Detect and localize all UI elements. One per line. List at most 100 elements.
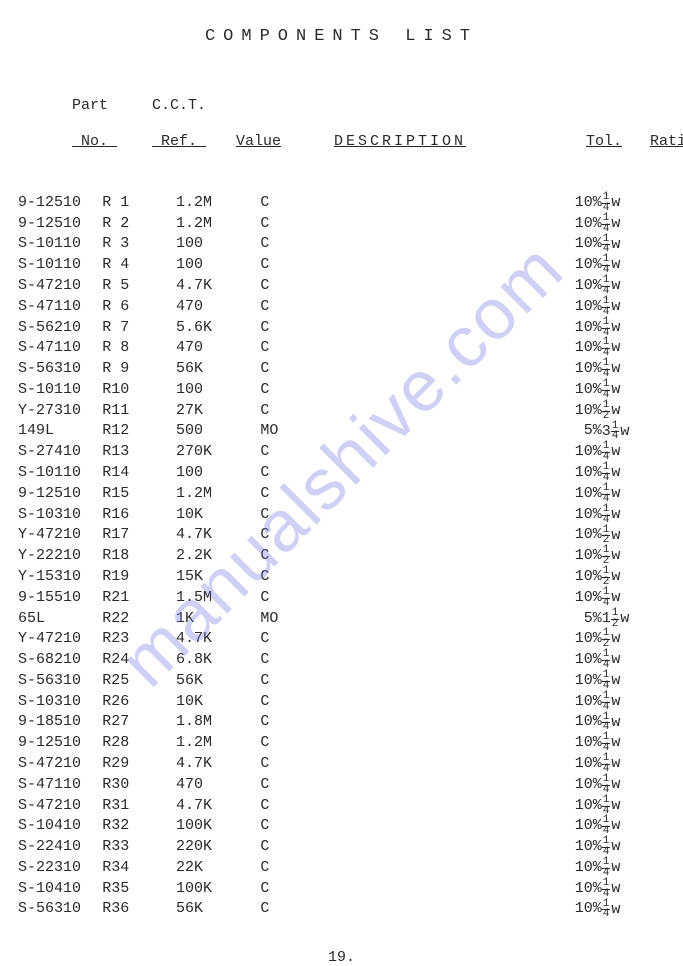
- table-row: S-10310R2610KC10%14w: [18, 692, 665, 713]
- cell-ref: R 3: [102, 235, 176, 256]
- table-row: S-10110R10100C10%14w: [18, 380, 665, 401]
- cell-tol: 10%: [545, 380, 602, 401]
- cell-rating: 14w: [602, 380, 665, 401]
- table-row: S-27410R13270KC10%14w: [18, 442, 665, 463]
- cell-ref: R10: [102, 380, 176, 401]
- components-table: 9-12510R 11.2MC10%14w9-12510R 21.2MC10%1…: [18, 193, 665, 920]
- cell-ref: R22: [102, 609, 176, 630]
- cell-ref: R14: [102, 463, 176, 484]
- cell-part: 9-12510: [18, 733, 102, 754]
- rating-unit: w: [611, 880, 620, 897]
- table-row: S-56210R 75.6KC10%14w: [18, 318, 665, 339]
- cell-part: S-10110: [18, 255, 102, 276]
- rating-unit: w: [611, 360, 620, 377]
- cell-rating: 14w: [602, 900, 665, 921]
- cell-rating: 12w: [602, 629, 665, 650]
- rating-unit: w: [611, 464, 620, 481]
- cell-part: S-47110: [18, 338, 102, 359]
- cell-desc: C: [260, 900, 545, 921]
- cell-rating: 14w: [602, 650, 665, 671]
- cell-rating: 14w: [602, 816, 665, 837]
- cell-ref: R29: [102, 754, 176, 775]
- rating-unit: w: [611, 859, 620, 876]
- cell-rating: 14w: [602, 318, 665, 339]
- cell-desc: C: [260, 754, 545, 775]
- cell-tol: 10%: [545, 276, 602, 297]
- rating-unit: w: [611, 319, 620, 336]
- cell-rating: 14w: [602, 754, 665, 775]
- cell-desc: C: [260, 318, 545, 339]
- cell-part: S-10310: [18, 692, 102, 713]
- cell-part: 9-15510: [18, 588, 102, 609]
- cell-desc: C: [260, 235, 545, 256]
- cell-tol: 10%: [545, 588, 602, 609]
- rating-fraction: 12: [602, 401, 611, 422]
- rating-whole: 1: [602, 610, 611, 627]
- cell-rating: 14w: [602, 713, 665, 734]
- cell-tol: 10%: [545, 359, 602, 380]
- rating-unit: w: [611, 194, 620, 211]
- cell-value: 27K: [176, 401, 260, 422]
- rating-fraction: 14: [602, 754, 611, 775]
- rating-unit: w: [611, 755, 620, 772]
- cell-tol: 5%: [545, 422, 602, 443]
- cell-value: 470: [176, 338, 260, 359]
- cell-part: 65L: [18, 609, 102, 630]
- cell-ref: R12: [102, 422, 176, 443]
- cell-tol: 10%: [545, 650, 602, 671]
- table-row: S-47110R 6470C10%14w: [18, 297, 665, 318]
- cell-ref: R35: [102, 879, 176, 900]
- cell-desc: MO: [260, 422, 545, 443]
- rating-fraction: 14: [602, 671, 611, 692]
- table-row: 65LR221KMO5%112w: [18, 609, 665, 630]
- cell-part: 9-18510: [18, 713, 102, 734]
- cell-tol: 10%: [545, 338, 602, 359]
- cell-rating: 12w: [602, 526, 665, 547]
- cell-tol: 10%: [545, 692, 602, 713]
- cell-part: Y-15310: [18, 567, 102, 588]
- cell-ref: R 5: [102, 276, 176, 297]
- cell-part: S-47210: [18, 754, 102, 775]
- cell-part: S-47210: [18, 796, 102, 817]
- rating-fraction: 14: [611, 422, 620, 443]
- cell-rating: 14w: [602, 442, 665, 463]
- cell-part: S-56310: [18, 359, 102, 380]
- rating-unit: w: [611, 568, 620, 585]
- cell-ref: R13: [102, 442, 176, 463]
- cell-desc: C: [260, 713, 545, 734]
- cell-tol: 10%: [545, 401, 602, 422]
- table-row: S-47210R314.7KC10%14w: [18, 796, 665, 817]
- cell-tol: 10%: [545, 193, 602, 214]
- cell-ref: R18: [102, 546, 176, 567]
- cell-rating: 14w: [602, 879, 665, 900]
- cell-ref: R19: [102, 567, 176, 588]
- cell-tol: 10%: [545, 255, 602, 276]
- table-row: Y-47210R174.7KC10%12w: [18, 526, 665, 547]
- cell-desc: C: [260, 359, 545, 380]
- cell-value: 56K: [176, 900, 260, 921]
- cell-part: S-10110: [18, 463, 102, 484]
- table-row: 9-12510R151.2MC10%14w: [18, 484, 665, 505]
- rating-unit: w: [611, 713, 620, 730]
- rating-fraction: 14: [602, 359, 611, 380]
- cell-rating: 14w: [602, 505, 665, 526]
- cell-desc: C: [260, 567, 545, 588]
- table-row: Y-15310R1915KC10%12w: [18, 567, 665, 588]
- cell-rating: 14w: [602, 359, 665, 380]
- cell-value: 5.6K: [176, 318, 260, 339]
- cell-ref: R21: [102, 588, 176, 609]
- rating-fraction: 14: [602, 214, 611, 235]
- rating-unit: w: [611, 672, 620, 689]
- cell-value: 1.8M: [176, 713, 260, 734]
- rating-unit: w: [611, 235, 620, 252]
- cell-value: 10K: [176, 505, 260, 526]
- rating-fraction: 14: [602, 255, 611, 276]
- cell-value: 15K: [176, 567, 260, 588]
- cell-rating: 12w: [602, 401, 665, 422]
- cell-value: 4.7K: [176, 754, 260, 775]
- cell-ref: R34: [102, 858, 176, 879]
- cell-rating: 14w: [602, 297, 665, 318]
- cell-tol: 10%: [545, 858, 602, 879]
- cell-part: 9-12510: [18, 214, 102, 235]
- cell-desc: C: [260, 858, 545, 879]
